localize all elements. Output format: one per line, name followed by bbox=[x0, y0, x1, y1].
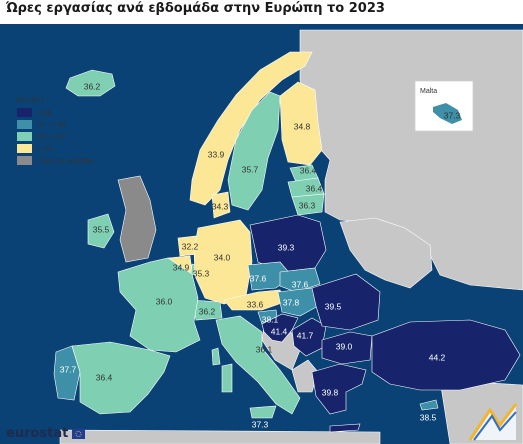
label-czechia: 37.6 bbox=[250, 273, 267, 283]
malta-inset-value: 37.3 bbox=[444, 110, 461, 120]
label-denmark: 34.3 bbox=[212, 201, 229, 211]
country-uk bbox=[117, 175, 157, 263]
label-bulgaria: 39.0 bbox=[336, 341, 353, 351]
eurostat-logo: eurostat bbox=[6, 403, 518, 441]
land-ukraine-south bbox=[339, 217, 433, 289]
label-estonia: 36.4 bbox=[300, 165, 317, 175]
label-luxembourg: 35.3 bbox=[193, 268, 210, 278]
label-romania: 39.5 bbox=[325, 301, 342, 311]
label-italy: 36.1 bbox=[256, 344, 273, 354]
legend-label: 35 - < 37 bbox=[38, 134, 66, 141]
label-greece: 39.8 bbox=[322, 387, 339, 397]
map-title: Ώρες εργασίας ανά εβδομάδα στην Ευρώπη τ… bbox=[6, 1, 385, 16]
country-sweden bbox=[227, 91, 281, 211]
label-norway: 33.9 bbox=[208, 149, 225, 159]
label-lithuania: 36.3 bbox=[299, 200, 316, 210]
label-germany: 34.0 bbox=[214, 252, 231, 262]
label-iceland: 36.2 bbox=[84, 81, 101, 91]
europe-map: 36.2 33.9 35.7 34.8 36.4 36.4 36.3 35.5 … bbox=[0, 24, 523, 444]
country-corsica bbox=[211, 347, 221, 366]
country-finland bbox=[279, 81, 323, 166]
label-slovenia: 38.1 bbox=[262, 314, 279, 324]
label-turkey: 44.2 bbox=[429, 352, 446, 362]
land-north-africa bbox=[59, 429, 381, 444]
legend-swatch bbox=[17, 156, 32, 165]
country-france bbox=[117, 257, 201, 353]
label-switzerland: 36.2 bbox=[199, 306, 216, 316]
malta-island-shape bbox=[433, 103, 462, 124]
label-sweden: 35.7 bbox=[242, 164, 259, 174]
country-ireland bbox=[87, 213, 115, 249]
label-serbia: 41.7 bbox=[297, 330, 314, 340]
country-crete bbox=[329, 423, 361, 433]
country-shapes bbox=[53, 51, 521, 433]
country-greece bbox=[311, 363, 367, 415]
legend-swatch bbox=[17, 120, 32, 129]
country-lithuania bbox=[291, 193, 325, 216]
country-italy bbox=[215, 315, 301, 415]
legend-label: 37 - < 39 bbox=[38, 122, 66, 129]
value-labels: 36.2 33.9 35.7 34.8 36.4 36.4 36.3 35.5 … bbox=[60, 81, 446, 429]
label-spain: 36.4 bbox=[96, 372, 113, 382]
country-croatia bbox=[261, 313, 299, 343]
legend-swatch bbox=[17, 132, 32, 141]
label-malta-main: 37.3 bbox=[252, 419, 269, 429]
country-denmark bbox=[211, 191, 231, 219]
label-hungary: 37.8 bbox=[283, 297, 300, 307]
label-netherlands: 32.2 bbox=[182, 241, 199, 251]
label-poland: 39.3 bbox=[278, 242, 295, 252]
label-france: 36.0 bbox=[156, 296, 173, 306]
country-spain bbox=[71, 341, 171, 415]
country-cyprus bbox=[419, 399, 439, 411]
label-croatia: 41.4 bbox=[271, 326, 288, 336]
country-romania bbox=[311, 273, 381, 331]
label-austria: 33.6 bbox=[247, 299, 264, 309]
label-ireland: 35.5 bbox=[93, 224, 110, 234]
country-sicily bbox=[249, 405, 277, 419]
label-cyprus: 38.5 bbox=[420, 412, 437, 422]
legend: EU=36.1 ≥ 39 37 - < 39 35 - < 37 < 35 Data n… bbox=[17, 97, 94, 165]
label-finland: 34.8 bbox=[294, 121, 311, 131]
country-slovakia bbox=[279, 267, 321, 293]
label-belgium: 34.9 bbox=[173, 262, 190, 272]
legend-swatch bbox=[17, 144, 32, 153]
legend-label: Data not available bbox=[38, 158, 94, 165]
chart-corner-mark-line bbox=[468, 403, 518, 441]
legend-title: EU=36.1 bbox=[17, 97, 45, 104]
label-latvia: 36.4 bbox=[306, 183, 323, 193]
label-slovakia: 37.6 bbox=[292, 279, 309, 289]
chart-corner-mark-line-blue bbox=[473, 411, 517, 441]
eurostat-wordmark: eurostat bbox=[6, 426, 68, 441]
eu-flag-icon bbox=[72, 429, 85, 439]
malta-inset-title: Malta bbox=[420, 88, 437, 95]
malta-inset: Malta 37.3 bbox=[414, 80, 474, 132]
country-hungary bbox=[277, 287, 319, 317]
legend-label: ≥ 39 bbox=[38, 110, 52, 117]
label-portugal: 37.7 bbox=[60, 364, 77, 374]
country-turkey bbox=[371, 319, 521, 391]
country-sardinia bbox=[221, 363, 233, 393]
country-bulgaria bbox=[321, 331, 373, 365]
country-iceland bbox=[65, 69, 116, 97]
eu-flag-stars bbox=[75, 430, 82, 437]
legend-label: < 35 bbox=[38, 146, 52, 153]
legend-swatch bbox=[17, 108, 32, 117]
